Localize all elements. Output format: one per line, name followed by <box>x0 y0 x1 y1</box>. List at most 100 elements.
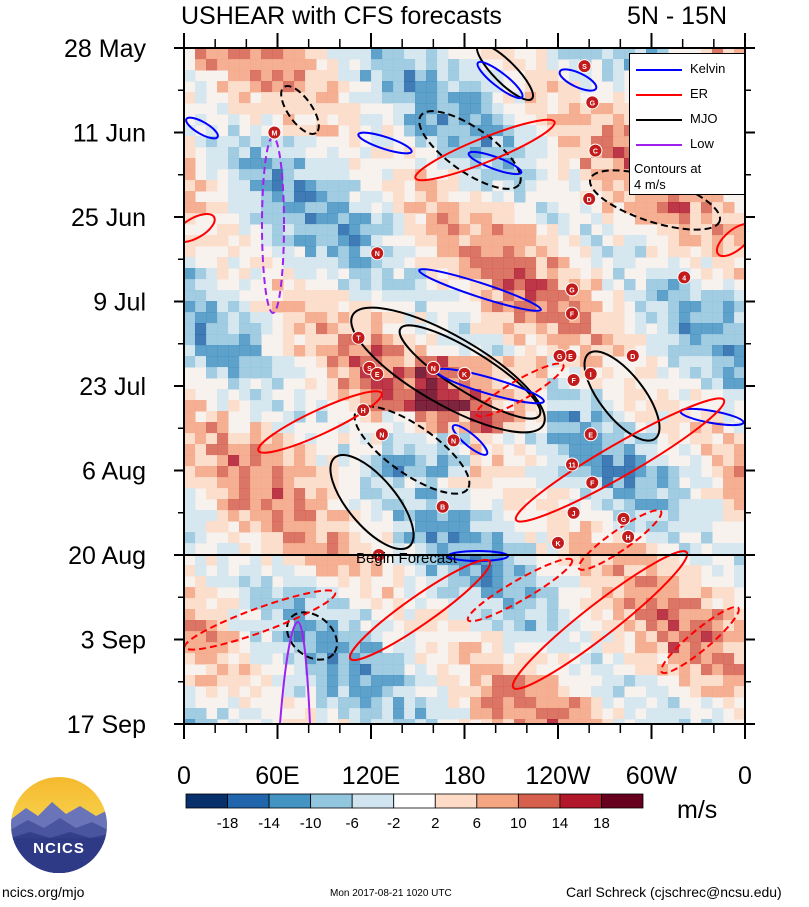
field-cell <box>327 367 339 379</box>
field-cell <box>250 466 262 478</box>
field-cell <box>371 235 383 247</box>
field-cell <box>448 675 460 687</box>
field-cell <box>536 268 548 280</box>
field-cell <box>206 719 218 724</box>
field-cell <box>294 169 306 181</box>
field-cell <box>305 323 317 335</box>
field-cell <box>679 213 691 225</box>
field-cell <box>261 301 273 313</box>
field-cell <box>569 620 581 632</box>
field-cell <box>228 103 240 115</box>
field-cell <box>690 334 702 346</box>
field-cell <box>272 158 284 170</box>
field-cell <box>217 334 229 346</box>
field-cell <box>646 554 658 566</box>
field-cell <box>371 378 383 390</box>
field-cell <box>283 290 295 302</box>
field-cell <box>668 697 680 709</box>
field-cell <box>602 59 614 71</box>
field-cell <box>514 708 526 720</box>
field-cell <box>569 697 581 709</box>
field-cell <box>327 356 339 368</box>
field-cell <box>250 114 262 126</box>
field-cell <box>613 169 625 181</box>
field-cell <box>404 587 416 599</box>
field-cell <box>371 81 383 93</box>
field-cell <box>305 180 317 192</box>
field-cell <box>228 59 240 71</box>
field-cell <box>503 356 515 368</box>
footer-url[interactable]: ncics.org/mjo <box>2 884 85 900</box>
field-cell <box>657 609 669 621</box>
field-cell <box>613 180 625 192</box>
field-cell <box>613 191 625 203</box>
field-cell <box>371 224 383 236</box>
field-cell <box>580 521 592 533</box>
field-cell <box>668 400 680 412</box>
field-cell <box>349 224 361 236</box>
field-cell <box>294 81 306 93</box>
field-cell <box>426 180 438 192</box>
field-cell <box>217 477 229 489</box>
field-cell <box>646 686 658 698</box>
field-cell <box>657 488 669 500</box>
field-cell <box>371 488 383 500</box>
field-cell <box>294 224 306 236</box>
field-cell <box>569 136 581 148</box>
field-cell <box>349 499 361 511</box>
field-cell <box>316 202 328 214</box>
field-cell <box>316 532 328 544</box>
field-cell <box>206 422 218 434</box>
field-cell <box>613 631 625 643</box>
er-contour <box>184 213 216 243</box>
field-cell <box>635 543 647 555</box>
field-cell <box>217 444 229 456</box>
field-cell <box>305 202 317 214</box>
field-cell <box>195 598 207 610</box>
field-cell <box>613 235 625 247</box>
field-cell <box>503 224 515 236</box>
field-cell <box>184 169 196 181</box>
field-cell <box>591 235 603 247</box>
field-cell <box>712 708 724 720</box>
field-cell <box>228 499 240 511</box>
field-cell <box>250 433 262 445</box>
storm-label: N <box>451 438 456 445</box>
field-cell <box>580 444 592 456</box>
field-cell <box>349 686 361 698</box>
field-cell <box>459 312 471 324</box>
field-cell <box>481 543 493 555</box>
field-cell <box>371 675 383 687</box>
field-cell <box>316 543 328 555</box>
field-cell <box>580 301 592 313</box>
field-cell <box>723 312 735 324</box>
field-cell <box>635 697 647 709</box>
er-contour <box>511 550 689 690</box>
field-cell <box>712 565 724 577</box>
field-cell <box>404 224 416 236</box>
field-cell <box>437 202 449 214</box>
field-cell <box>525 620 537 632</box>
field-cell <box>591 708 603 720</box>
field-cell <box>206 609 218 621</box>
field-cell <box>327 158 339 170</box>
field-cell <box>679 609 691 621</box>
field-cell <box>734 631 745 643</box>
field-cell <box>195 708 207 720</box>
field-cell <box>613 125 625 137</box>
field-cell <box>503 367 515 379</box>
field-cell <box>734 664 745 676</box>
field-cell <box>239 334 251 346</box>
field-cell <box>536 48 548 60</box>
field-cell <box>459 488 471 500</box>
field-cell <box>723 334 735 346</box>
field-cell <box>723 224 735 236</box>
field-cell <box>327 598 339 610</box>
field-cell <box>404 367 416 379</box>
field-cell <box>217 609 229 621</box>
field-cell <box>481 147 493 159</box>
field-cell <box>701 554 713 566</box>
field-cell <box>327 246 339 258</box>
field-cell <box>184 158 196 170</box>
field-cell <box>393 565 405 577</box>
